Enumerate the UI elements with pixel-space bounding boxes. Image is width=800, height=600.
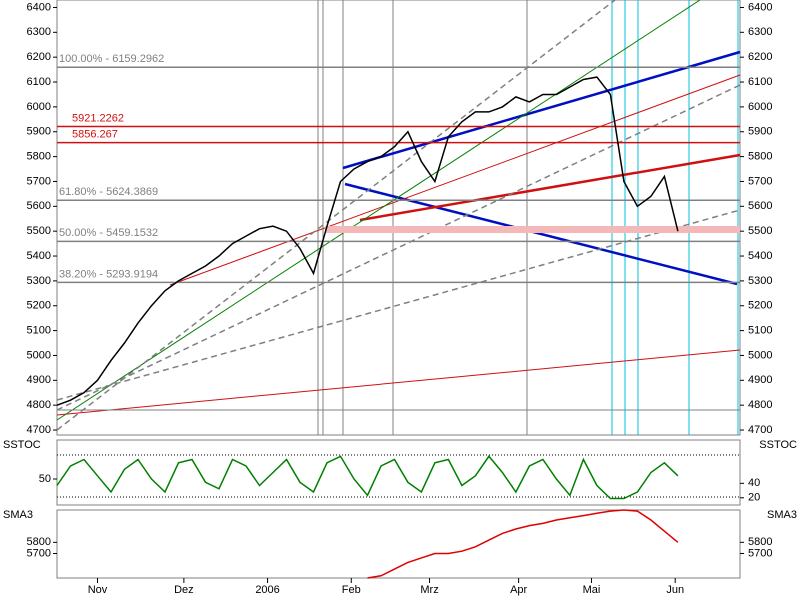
trend-line xyxy=(359,153,741,222)
y2-tick-label: 40 xyxy=(748,477,760,489)
y-tick-label: 5800 xyxy=(748,151,772,163)
level-label: 5921.2262 xyxy=(72,112,124,124)
trend-line xyxy=(342,50,741,170)
price-panel xyxy=(56,0,741,436)
y-tick-label: 5800 xyxy=(27,536,51,548)
level-label: 38.20% - 5293.9194 xyxy=(59,268,158,280)
trend-line xyxy=(56,84,741,411)
x-tick-label: Apr xyxy=(510,584,527,596)
x-tick-label: 2006 xyxy=(255,584,279,596)
level-label: 61.80% - 5624.3869 xyxy=(59,186,158,198)
y-tick-label: 5500 xyxy=(748,225,772,237)
y-tick-label: 6300 xyxy=(27,26,51,38)
series-line xyxy=(367,509,679,579)
panel-title: SMA3 xyxy=(767,509,797,521)
y-tick-label: 5200 xyxy=(27,300,51,312)
y-tick-label: 6100 xyxy=(748,76,772,88)
y2-tick-label: 20 xyxy=(748,492,760,504)
decorations xyxy=(56,0,741,498)
y-tick-label: 5000 xyxy=(748,349,772,361)
y-tick-label: 6200 xyxy=(27,51,51,63)
trend-line xyxy=(56,0,701,421)
y-tick-label: 5100 xyxy=(748,325,772,337)
y-tick-label: 6300 xyxy=(748,26,772,38)
x-tick-label: Dez xyxy=(174,584,194,596)
trend-line xyxy=(56,0,616,431)
y-tick-label: 6100 xyxy=(27,76,51,88)
trend-line xyxy=(56,349,741,416)
y-tick-label: 5200 xyxy=(748,300,772,312)
level-label: 50.00% - 5459.1532 xyxy=(59,227,158,239)
trend-line xyxy=(169,74,741,286)
y-tick-label: 5800 xyxy=(748,536,772,548)
y-tick-label: 4900 xyxy=(748,374,772,386)
sstoc-panel xyxy=(56,439,741,506)
level-label: 5856.267 xyxy=(72,129,118,141)
panel-title: SSTOC xyxy=(3,439,41,451)
x-tick-label: Feb xyxy=(342,584,361,596)
y-tick-label: 5600 xyxy=(748,200,772,212)
y-tick-label: 6000 xyxy=(27,101,51,113)
level-label: 100.00% - 6159.2962 xyxy=(59,53,164,65)
panel-title: SMA3 xyxy=(3,509,33,521)
y-tick-label: 5700 xyxy=(748,547,772,559)
y-tick-label: 5300 xyxy=(27,275,51,287)
y-tick-label: 5600 xyxy=(27,200,51,212)
x-tick-label: Mai xyxy=(583,584,601,596)
y-tick-label: 5800 xyxy=(27,151,51,163)
y-tick-label: 50 xyxy=(39,473,51,485)
y-tick-label: 5400 xyxy=(748,250,772,262)
y-tick-label: 5900 xyxy=(27,126,51,138)
y-tick-label: 4900 xyxy=(27,374,51,386)
y-tick-label: 6200 xyxy=(748,51,772,63)
zone xyxy=(325,226,740,233)
x-tick-label: Mrz xyxy=(420,584,438,596)
series-line xyxy=(56,455,679,500)
y-tick-label: 5500 xyxy=(27,225,51,237)
y-tick-label: 4700 xyxy=(748,424,772,436)
y-tick-label: 5000 xyxy=(27,349,51,361)
x-tick-label: Jun xyxy=(666,584,684,596)
y-tick-label: 5100 xyxy=(27,325,51,337)
x-tick-label: Nov xyxy=(88,584,108,596)
y-tick-label: 5700 xyxy=(27,175,51,187)
y-tick-label: 4800 xyxy=(748,399,772,411)
y-tick-label: 6400 xyxy=(748,1,772,13)
y-tick-label: 6400 xyxy=(27,1,51,13)
y-tick-label: 5900 xyxy=(748,126,772,138)
y-tick-label: 6000 xyxy=(748,101,772,113)
y-tick-label: 5400 xyxy=(27,250,51,262)
y-tick-label: 5700 xyxy=(748,175,772,187)
y-tick-label: 4700 xyxy=(27,424,51,436)
y-tick-label: 5300 xyxy=(748,275,772,287)
y-tick-label: 5700 xyxy=(27,547,51,559)
y-tick-label: 4800 xyxy=(27,399,51,411)
series-line xyxy=(56,76,679,406)
panel-title: SSTOC xyxy=(759,439,797,451)
